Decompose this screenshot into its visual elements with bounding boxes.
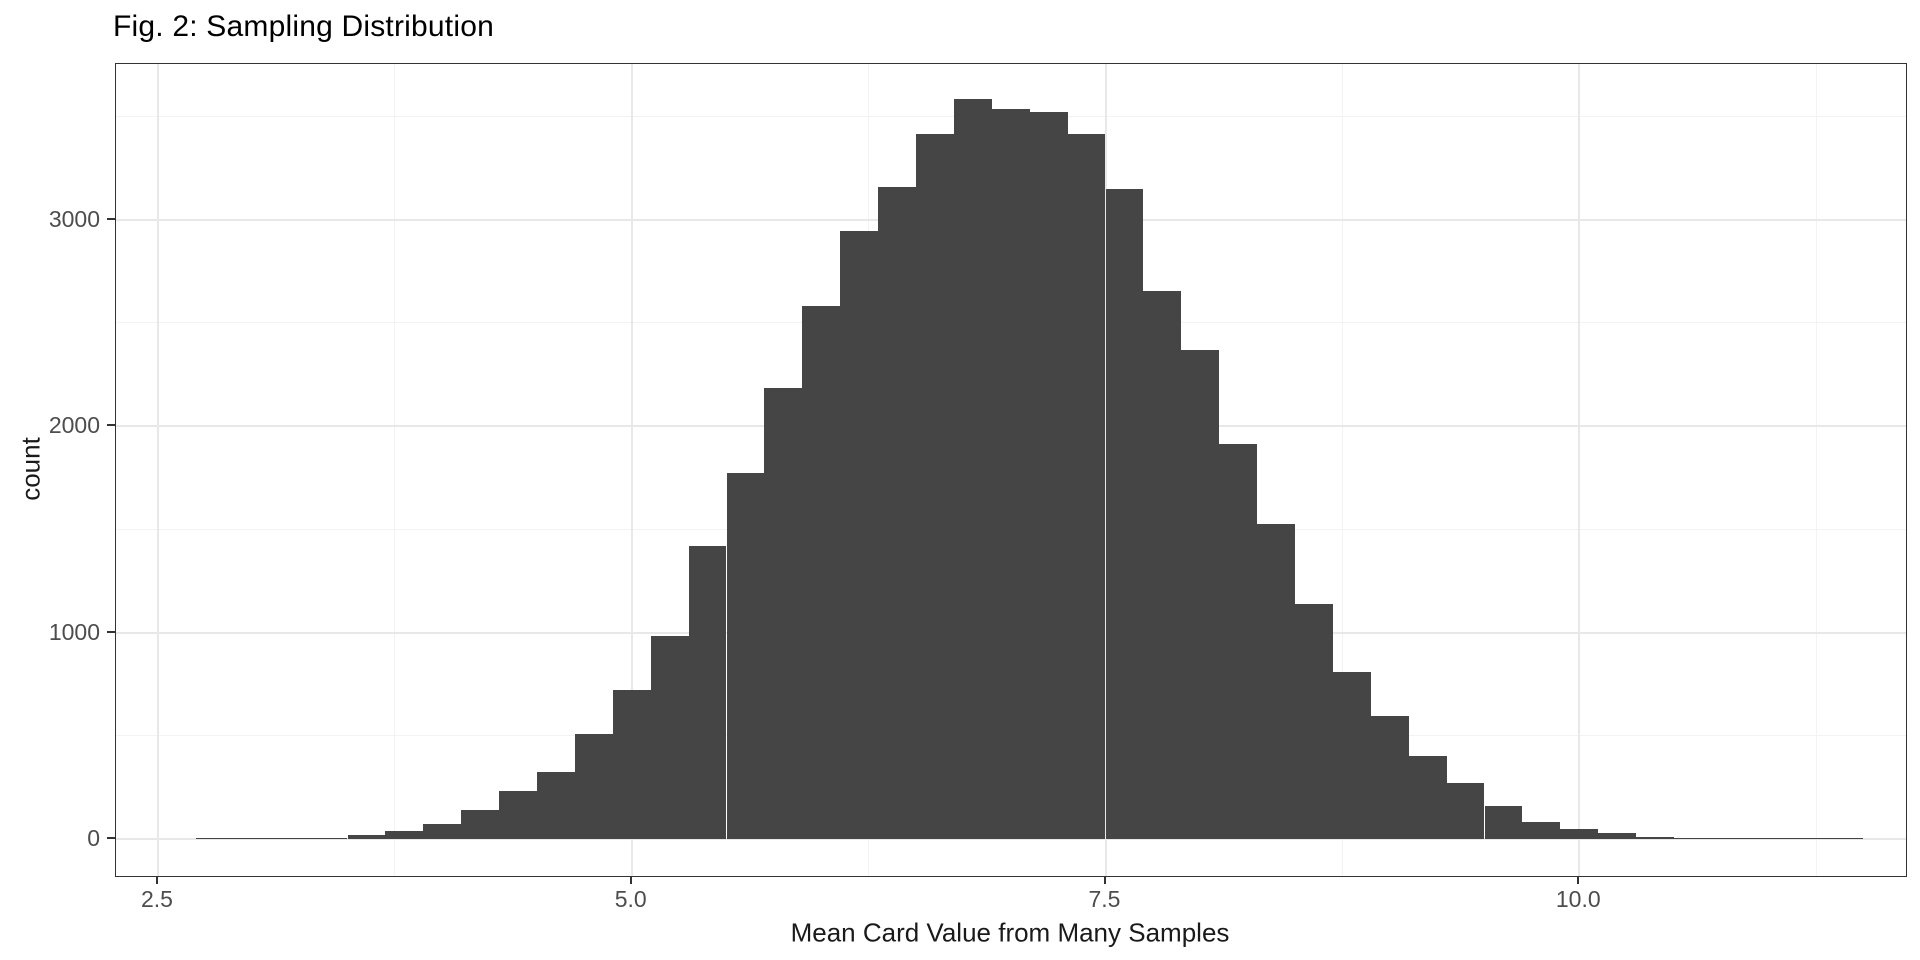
histogram-bar bbox=[1295, 604, 1333, 839]
histogram-bar bbox=[1143, 290, 1182, 839]
histogram-bar bbox=[612, 689, 651, 839]
x-tick-label: 2.5 bbox=[141, 886, 173, 912]
histogram-bar bbox=[233, 838, 272, 839]
histogram-bar bbox=[461, 810, 500, 839]
histogram-bar bbox=[1749, 838, 1788, 839]
histogram-bar bbox=[953, 98, 992, 839]
histogram-bar bbox=[1332, 671, 1371, 839]
histogram-bar bbox=[347, 835, 386, 839]
x-tick-mark bbox=[1577, 876, 1580, 884]
histogram-bar bbox=[195, 838, 234, 839]
histogram-bar bbox=[309, 837, 348, 839]
histogram-bar bbox=[1105, 188, 1144, 839]
y-tick-label: 3000 bbox=[48, 205, 100, 232]
x-tick-mark bbox=[1103, 876, 1106, 884]
histogram-bar bbox=[1408, 755, 1447, 839]
y-tick-label: 0 bbox=[87, 825, 100, 851]
histogram-bar bbox=[1219, 443, 1258, 839]
gridline-x-minor bbox=[1341, 64, 1343, 876]
x-tick-label: 7.5 bbox=[1088, 886, 1121, 912]
histogram-bar bbox=[688, 545, 727, 839]
histogram-bar bbox=[878, 187, 916, 839]
y-tick-mark bbox=[107, 217, 115, 220]
histogram-bar bbox=[423, 823, 462, 839]
x-tick-mark bbox=[629, 876, 632, 884]
gridline-x-minor bbox=[1815, 64, 1817, 876]
histogram-bar bbox=[726, 472, 765, 839]
histogram-bar bbox=[1029, 111, 1068, 839]
y-axis-title: count bbox=[15, 437, 46, 501]
y-tick-mark bbox=[107, 630, 115, 633]
histogram-bar bbox=[1181, 350, 1220, 839]
histogram-bar bbox=[650, 636, 689, 839]
x-tick-label: 5.0 bbox=[614, 886, 647, 912]
x-tick-label: 10.0 bbox=[1555, 886, 1601, 912]
histogram-bar bbox=[1636, 836, 1674, 839]
histogram-bar bbox=[1674, 837, 1712, 839]
histogram-bar bbox=[764, 388, 803, 839]
y-tick-mark bbox=[107, 837, 115, 839]
histogram-bar bbox=[1484, 805, 1523, 839]
histogram-bar bbox=[840, 231, 879, 839]
histogram-bar bbox=[1370, 715, 1409, 839]
histogram-bar bbox=[1787, 838, 1826, 839]
histogram-bar bbox=[1257, 524, 1295, 839]
histogram-bar bbox=[1067, 133, 1106, 839]
y-tick-label: 1000 bbox=[48, 618, 100, 645]
y-tick-mark bbox=[107, 424, 115, 426]
gridline-y-major bbox=[116, 838, 1906, 840]
histogram-bar bbox=[271, 837, 310, 839]
histogram-bar bbox=[916, 133, 954, 839]
histogram-bar bbox=[537, 771, 575, 839]
histogram-bar bbox=[1522, 822, 1561, 839]
histogram-bar bbox=[1825, 838, 1864, 839]
histogram-bar bbox=[802, 306, 841, 839]
histogram-bar bbox=[1598, 833, 1637, 839]
gridline-x-major bbox=[630, 64, 633, 876]
histogram-bar bbox=[574, 733, 613, 839]
gridline-x-major bbox=[1578, 64, 1581, 876]
gridline-x-minor bbox=[394, 64, 396, 876]
x-axis-title: Mean Card Value from Many Samples bbox=[790, 917, 1230, 948]
histogram-bar bbox=[1711, 838, 1750, 839]
plot-panel bbox=[115, 63, 1907, 877]
plot-title: Fig. 2: Sampling Distribution bbox=[113, 10, 494, 43]
histogram-bar bbox=[385, 830, 424, 839]
histogram-bar bbox=[1560, 829, 1599, 839]
histogram-bar bbox=[1446, 783, 1485, 839]
x-tick-mark bbox=[156, 876, 158, 884]
gridline-x-major bbox=[157, 64, 159, 876]
y-tick-label: 2000 bbox=[48, 412, 100, 438]
histogram-bar bbox=[499, 791, 537, 839]
histogram-bar bbox=[991, 108, 1030, 839]
